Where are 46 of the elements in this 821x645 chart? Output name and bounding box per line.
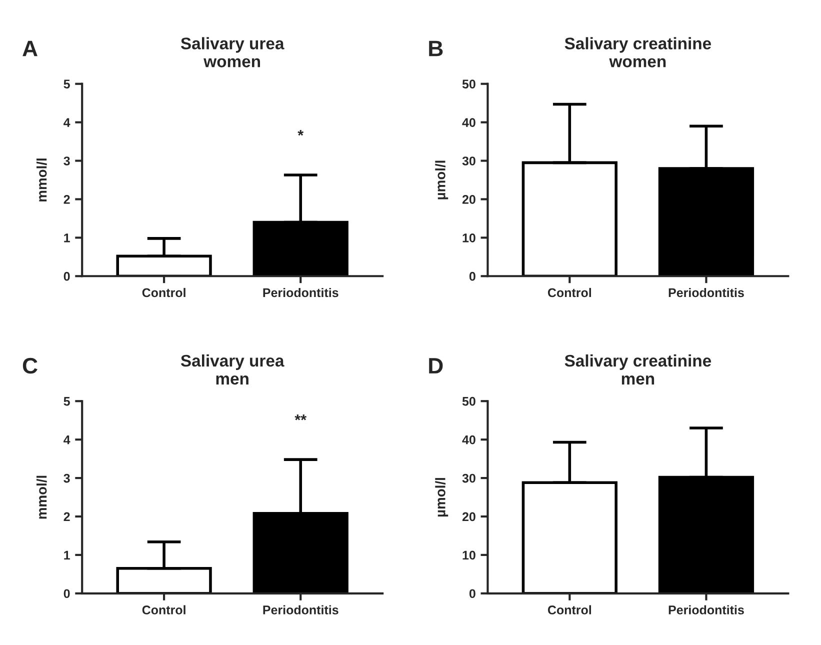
- y-tick-label: 3: [64, 474, 70, 483]
- y-tick-label: 2: [64, 195, 70, 204]
- y-tick-label: 2: [64, 512, 70, 522]
- x-tick-label: Control: [548, 288, 591, 298]
- x-tick-label: Periodontitis: [263, 605, 338, 614]
- y-tick-label: 0: [64, 589, 70, 598]
- chart-title: Salivary creatinine men: [564, 354, 712, 385]
- y-tick-label: 20: [462, 512, 476, 522]
- y-axis-title: mmol/l: [36, 158, 47, 202]
- text: B: [429, 40, 443, 56]
- x-tick-label: Periodontitis: [668, 288, 744, 298]
- y-axis-title: µmol/l: [435, 160, 448, 200]
- y-tick-label: 5: [64, 80, 70, 88]
- y-tick-label: 20: [462, 195, 476, 204]
- y-tick-label: 3: [64, 156, 70, 166]
- text: A: [22, 40, 38, 56]
- y-tick-label: 10: [462, 233, 476, 242]
- y-tick-label: 40: [462, 118, 476, 127]
- y-axis-title: µmol/l: [435, 478, 448, 517]
- y-tick-label: 50: [462, 80, 476, 88]
- x-tick-label: Control: [142, 605, 186, 614]
- y-tick-label: 10: [462, 550, 476, 560]
- y-tick-label: 4: [64, 118, 70, 127]
- y-tick-label: 4: [64, 436, 70, 444]
- annotation: *: [298, 130, 304, 136]
- text: C: [22, 358, 38, 374]
- y-tick-label: 1: [64, 550, 70, 560]
- y-tick-label: 0: [469, 272, 476, 281]
- chart-title: Salivary urea men: [180, 354, 284, 385]
- x-tick-label: Periodontitis: [263, 288, 338, 298]
- x-tick-label: Periodontitis: [668, 605, 744, 614]
- y-axis-title: mmol/l: [36, 476, 47, 519]
- y-tick-label: 30: [462, 156, 476, 166]
- y-tick-label: 50: [462, 396, 476, 406]
- y-tick-label: 1: [64, 234, 70, 242]
- annotation: **: [294, 414, 307, 420]
- y-tick-label: 0: [469, 589, 476, 598]
- y-tick-label: 40: [462, 435, 476, 444]
- x-tick-label: Control: [142, 288, 186, 298]
- y-tick-label: 0: [64, 272, 70, 281]
- x-tick-label: Control: [548, 605, 591, 614]
- chart-title: Salivary urea women: [180, 37, 284, 68]
- y-tick-label: 5: [64, 397, 70, 406]
- chart-title: Salivary creatinine women: [564, 37, 712, 68]
- y-tick-label: 30: [462, 474, 476, 483]
- text: D: [429, 358, 443, 374]
